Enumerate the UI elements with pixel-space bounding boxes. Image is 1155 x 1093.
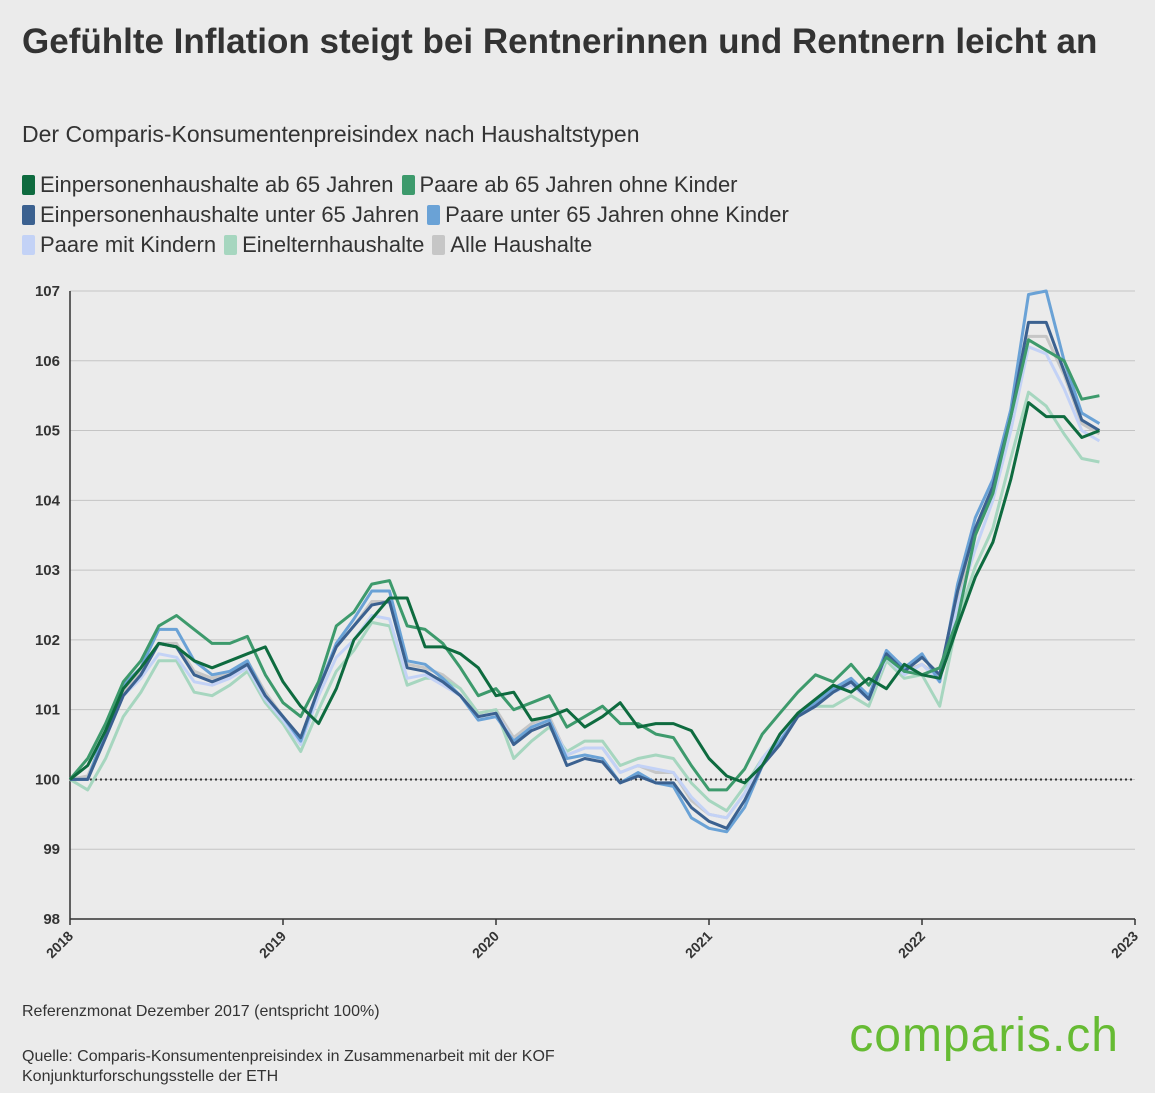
series-line xyxy=(69,390,1100,813)
y-tick-label: 98 xyxy=(43,911,60,928)
chart-title: Gefühlte Inflation steigt bei Rentnerinn… xyxy=(22,22,1098,61)
y-tick-label: 105 xyxy=(35,423,60,440)
y-tick-label: 103 xyxy=(35,562,60,579)
logo: comparis.ch xyxy=(849,1009,1119,1062)
legend-label: Paare mit Kindern xyxy=(40,232,217,257)
legend-swatch xyxy=(427,205,441,225)
legend-swatch xyxy=(22,205,35,225)
legend-item: Paare ab 65 Jahren ohne Kinder xyxy=(401,170,738,200)
legend-item: Einpersonenhaushalte ab 65 Jahren xyxy=(22,170,394,200)
y-tick-label: 99 xyxy=(43,841,60,858)
series-line xyxy=(70,320,1101,830)
legend-label: Einpersonenhaushalte unter 65 Jahren xyxy=(40,202,420,227)
chart-subtitle: Der Comparis-Konsumentenpreisindex nach … xyxy=(22,121,640,147)
series-line xyxy=(69,401,1100,785)
note: Referenzmonat Dezember 2017 (entspricht … xyxy=(22,1003,380,1020)
x-tick-label: 2018 xyxy=(43,928,76,961)
y-tick-label: 106 xyxy=(35,353,60,370)
x-tick-label: 2021 xyxy=(682,928,715,961)
x-tick-label: 2022 xyxy=(895,928,928,961)
legend-label: Alle Haushalte xyxy=(450,232,593,257)
series-line xyxy=(69,334,1101,820)
legend: Einpersonenhaushalte ab 65 Jahren Paare a… xyxy=(22,170,962,260)
x-tick-label: 2023 xyxy=(1108,928,1141,961)
legend-swatch xyxy=(224,235,238,255)
y-tick-label: 101 xyxy=(35,702,60,719)
legend-label: Einpersonenhaushalte ab 65 Jahren xyxy=(40,172,394,197)
source: Quelle: Comparis-Konsumentenpreisindex i… xyxy=(22,1048,555,1085)
series-line xyxy=(70,289,1101,834)
legend-label: Einelternhaushalte xyxy=(242,232,425,257)
legend-label: Paare ab 65 Jahren ohne Kinder xyxy=(419,172,738,197)
legend-swatch xyxy=(401,175,415,195)
legend-swatch xyxy=(22,175,35,195)
legend-item: Alle Haushalte xyxy=(432,230,592,260)
x-tick-label: 2020 xyxy=(469,928,502,961)
y-tick-label: 102 xyxy=(35,632,60,649)
legend-item: Einpersonenhaushalte unter 65 Jahren xyxy=(22,200,419,230)
legend-item: Einelternhaushalte xyxy=(224,230,424,260)
legend-label: Paare unter 65 Jahren ohne Kinder xyxy=(445,202,789,227)
x-tick-label: 2019 xyxy=(256,928,289,961)
series-line xyxy=(68,338,1100,792)
legend-item: Paare mit Kindern xyxy=(22,230,216,260)
y-tick-label: 104 xyxy=(35,492,61,509)
y-tick-label: 100 xyxy=(35,771,60,788)
legend-swatch xyxy=(22,235,35,255)
legend-item: Paare unter 65 Jahren ohne Kinder xyxy=(427,200,789,230)
legend-swatch xyxy=(432,235,446,255)
series-line xyxy=(70,345,1101,820)
y-tick-label: 107 xyxy=(35,283,60,300)
